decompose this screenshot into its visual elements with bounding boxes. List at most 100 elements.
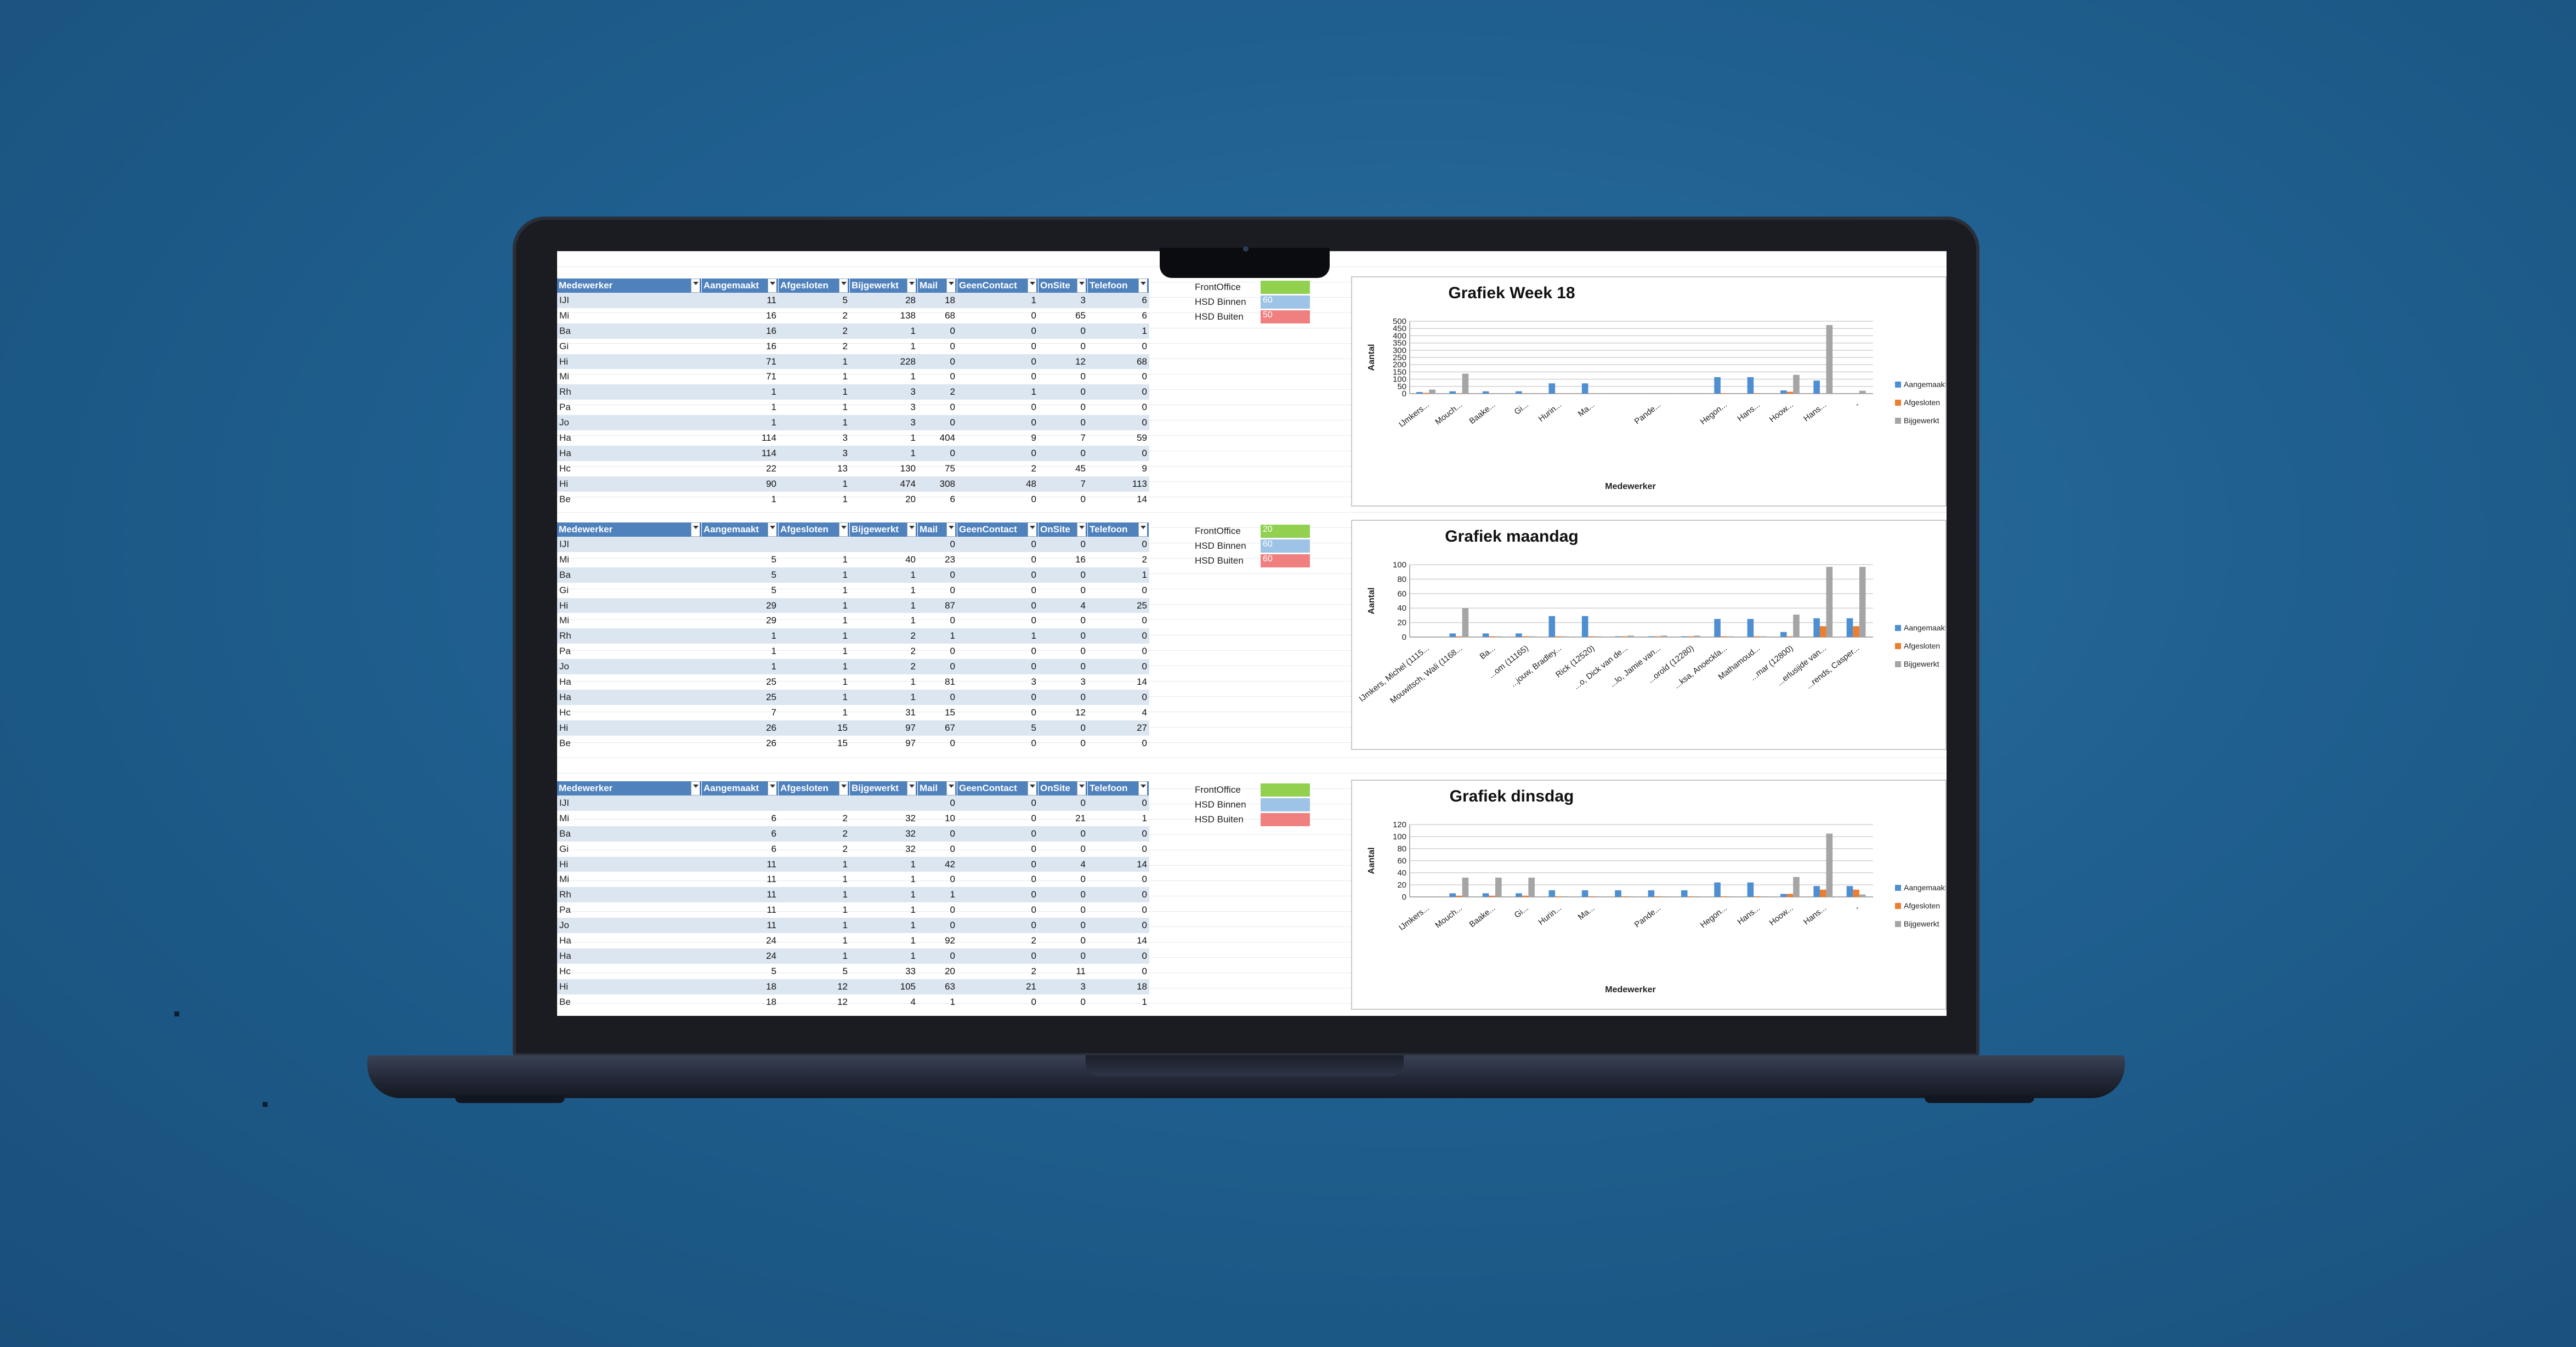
column-header[interactable]: Afgesloten xyxy=(779,279,850,293)
table-row[interactable]: Ba 6 2 32 0 0 0 0 xyxy=(557,826,1149,842)
filter-dropdown-icon[interactable] xyxy=(768,522,776,537)
table-row[interactable]: Be 18 12 4 1 0 0 1 xyxy=(557,994,1149,1010)
table-row[interactable]: Hi 29 1 1 87 0 4 25 xyxy=(557,598,1149,613)
y-tick-label: 20 xyxy=(1397,880,1406,890)
table-row[interactable]: Ha 24 1 1 92 2 0 14 xyxy=(557,933,1149,948)
table-row[interactable]: Mi 6 2 32 10 0 21 1 xyxy=(557,811,1149,826)
column-header[interactable]: Medewerker xyxy=(557,781,702,795)
column-header[interactable]: Medewerker xyxy=(557,279,702,293)
cell-value: 0 xyxy=(1142,737,1147,748)
table-row[interactable]: Hi 18 12 105 63 21 3 18 xyxy=(557,979,1149,994)
table-row[interactable]: IJI 11 5 28 18 1 3 6 xyxy=(557,293,1149,308)
table-row[interactable]: Rh 1 1 3 2 1 0 0 xyxy=(557,384,1149,400)
table-row[interactable]: Ha 114 3 1 404 9 7 59 xyxy=(557,430,1149,446)
column-header[interactable]: GeenContact xyxy=(957,781,1039,795)
filter-dropdown-icon[interactable] xyxy=(691,781,700,795)
column-header[interactable]: OnSite xyxy=(1039,522,1088,537)
table-row[interactable]: Mi 5 1 40 23 0 16 2 xyxy=(557,552,1149,567)
column-header[interactable]: Telefoon xyxy=(1088,522,1149,537)
table-row[interactable]: Pa 1 1 3 0 0 0 0 xyxy=(557,400,1149,415)
table-row[interactable]: Hi 90 1 474 308 48 7 113 xyxy=(557,476,1149,492)
filter-dropdown-icon[interactable] xyxy=(839,522,848,537)
filter-dropdown-icon[interactable] xyxy=(691,279,700,293)
filter-dropdown-icon[interactable] xyxy=(768,781,776,795)
table-row[interactable]: IJI 0 0 0 0 xyxy=(557,537,1149,552)
table-row[interactable]: Pa 1 1 2 0 0 0 0 xyxy=(557,644,1149,659)
chart-dinsdag[interactable]: Grafiek dinsdag 0 20 40 60 80 100 120 IJmkers..… xyxy=(1351,780,1947,1010)
column-header[interactable]: Afgesloten xyxy=(779,522,850,537)
table-row[interactable]: Ha 25 1 1 81 3 3 14 xyxy=(557,674,1149,690)
table-row[interactable]: Jo 11 1 1 0 0 0 0 xyxy=(557,918,1149,934)
table-row[interactable]: Ha 24 1 1 0 0 0 0 xyxy=(557,948,1149,964)
filter-dropdown-icon[interactable] xyxy=(1138,279,1147,293)
cell-value: 2 xyxy=(842,812,848,823)
column-header[interactable]: Aangemaakt xyxy=(702,522,779,537)
column-header[interactable]: GeenContact xyxy=(957,522,1039,537)
column-header[interactable]: OnSite xyxy=(1039,279,1088,293)
table-row[interactable]: Hi 26 15 97 67 5 0 27 xyxy=(557,720,1149,736)
table-row[interactable]: Rh 11 1 1 1 0 0 0 xyxy=(557,887,1149,903)
table-row[interactable]: Hc 7 1 31 15 0 12 4 xyxy=(557,705,1149,720)
filter-dropdown-icon[interactable] xyxy=(907,522,916,537)
filter-dropdown-icon[interactable] xyxy=(1028,279,1036,293)
column-header[interactable]: Aangemaakt xyxy=(702,279,779,293)
column-header[interactable]: Mail xyxy=(918,279,957,293)
table-row[interactable]: Ba 5 1 1 0 0 0 1 xyxy=(557,567,1149,583)
column-header[interactable]: Aangemaakt xyxy=(702,781,779,795)
table-row[interactable]: Hi 71 1 228 0 0 12 68 xyxy=(557,354,1149,370)
column-header[interactable]: Afgesloten xyxy=(779,781,850,795)
table-row[interactable]: Jo 1 1 2 0 0 0 0 xyxy=(557,659,1149,675)
table-row[interactable]: Hc 5 5 33 20 2 11 0 xyxy=(557,964,1149,979)
table-row[interactable]: Pa 11 1 1 0 0 0 0 xyxy=(557,902,1149,918)
column-header[interactable]: GeenContact xyxy=(957,279,1039,293)
column-header[interactable]: Mail xyxy=(918,781,957,795)
table-row[interactable]: Gi 6 2 32 0 0 0 0 xyxy=(557,842,1149,857)
cell-value: 474 xyxy=(900,478,916,489)
column-header[interactable]: OnSite xyxy=(1039,781,1088,795)
column-header[interactable]: Bijgewerkt xyxy=(850,522,918,537)
cell-value: 23 xyxy=(945,554,955,565)
filter-dropdown-icon[interactable] xyxy=(839,279,848,293)
chart-week-18[interactable]: Grafiek Week 18 0 50 100 150 200 250 300 350 400… xyxy=(1351,276,1947,507)
table-row[interactable]: Ba 16 2 1 0 0 0 1 xyxy=(557,323,1149,339)
filter-dropdown-icon[interactable] xyxy=(946,781,955,795)
column-header[interactable]: Telefoon xyxy=(1088,781,1149,795)
filter-dropdown-icon[interactable] xyxy=(1028,522,1036,537)
filter-dropdown-icon[interactable] xyxy=(691,522,700,537)
column-header[interactable]: Mail xyxy=(918,522,957,537)
table-row[interactable]: Hi 11 1 1 42 0 4 14 xyxy=(557,856,1149,872)
column-header[interactable]: Bijgewerkt xyxy=(850,781,918,795)
chart-maandag[interactable]: Grafiek maandag 0 20 40 60 80 100 IJmkers, Mic… xyxy=(1351,520,1947,750)
table-row[interactable]: Ha 25 1 1 0 0 0 0 xyxy=(557,689,1149,705)
table-row[interactable]: Be 1 1 20 6 0 0 14 xyxy=(557,492,1149,507)
table-row[interactable]: Mi 29 1 1 0 0 0 0 xyxy=(557,613,1149,628)
table-row[interactable]: Gi 16 2 1 0 0 0 0 xyxy=(557,339,1149,354)
filter-dropdown-icon[interactable] xyxy=(946,279,955,293)
table-row[interactable]: Gi 5 1 1 0 0 0 0 xyxy=(557,583,1149,598)
filter-dropdown-icon[interactable] xyxy=(1077,279,1086,293)
cell-value: 3 xyxy=(910,402,916,413)
bar xyxy=(1780,632,1787,637)
filter-dropdown-icon[interactable] xyxy=(1077,781,1086,795)
table-row[interactable]: Hc 22 13 130 75 2 45 9 xyxy=(557,461,1149,476)
table-row[interactable]: Ha 114 3 1 0 0 0 0 xyxy=(557,445,1149,461)
filter-dropdown-icon[interactable] xyxy=(1077,522,1086,537)
column-header[interactable]: Telefoon xyxy=(1088,279,1149,293)
filter-dropdown-icon[interactable] xyxy=(1138,522,1147,537)
table-row[interactable]: Mi 71 1 1 0 0 0 0 xyxy=(557,369,1149,384)
column-header[interactable]: Bijgewerkt xyxy=(850,279,918,293)
table-row[interactable]: Mi 16 2 138 68 0 65 6 xyxy=(557,308,1149,323)
filter-dropdown-icon[interactable] xyxy=(768,279,776,293)
filter-dropdown-icon[interactable] xyxy=(839,781,848,795)
filter-dropdown-icon[interactable] xyxy=(1028,781,1036,795)
table-row[interactable]: Be 26 15 97 0 0 0 0 xyxy=(557,736,1149,751)
table-row[interactable]: IJI 0 0 0 0 xyxy=(557,795,1149,811)
filter-dropdown-icon[interactable] xyxy=(907,279,916,293)
filter-dropdown-icon[interactable] xyxy=(1138,781,1147,795)
table-row[interactable]: Rh 1 1 2 1 1 0 0 xyxy=(557,628,1149,644)
column-header[interactable]: Medewerker xyxy=(557,522,702,537)
table-row[interactable]: Jo 1 1 3 0 0 0 0 xyxy=(557,415,1149,431)
filter-dropdown-icon[interactable] xyxy=(907,781,916,795)
filter-dropdown-icon[interactable] xyxy=(946,522,955,537)
table-row[interactable]: Mi 11 1 1 0 0 0 0 xyxy=(557,872,1149,887)
